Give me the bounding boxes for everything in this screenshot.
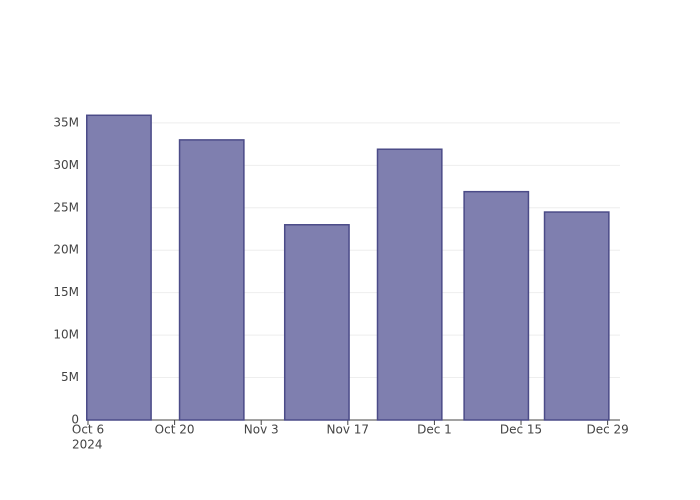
y-tick-label: 0 [71, 413, 79, 427]
x-tick-label: Dec 15 [500, 423, 542, 437]
x-tick-label: Nov 17 [327, 423, 370, 437]
y-tick-label: 10M [53, 328, 79, 342]
y-tick-label: 20M [53, 243, 79, 257]
y-tick-label: 5M [61, 370, 79, 384]
x-tick-label: Nov 3 [244, 423, 279, 437]
x-tick-label: Oct 20 [155, 423, 195, 437]
y-tick-label: 25M [53, 200, 79, 214]
y-tick-label: 35M [53, 115, 79, 129]
x-tick-label: Oct 6 [72, 423, 104, 437]
x-tick-label: Dec 29 [586, 423, 628, 437]
bar [463, 190, 530, 421]
x-tick-label: Dec 1 [417, 423, 452, 437]
bar [376, 148, 443, 421]
y-tick-label: 30M [53, 158, 79, 172]
bar [178, 139, 245, 421]
bar [283, 224, 350, 421]
bar [543, 211, 610, 421]
y-tick-label: 15M [53, 285, 79, 299]
x-tick-year: 2024 [72, 438, 103, 452]
bar [86, 114, 152, 421]
